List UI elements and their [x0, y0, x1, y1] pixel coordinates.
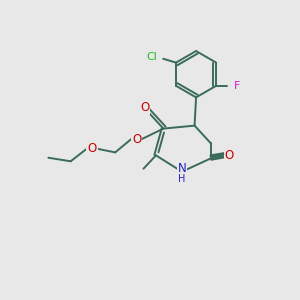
Text: O: O — [225, 149, 234, 162]
Text: F: F — [233, 81, 240, 91]
Text: O: O — [140, 101, 149, 114]
Text: H: H — [178, 174, 186, 184]
Text: Cl: Cl — [146, 52, 157, 62]
Text: O: O — [87, 142, 97, 155]
Text: O: O — [132, 133, 141, 146]
Text: N: N — [178, 162, 186, 175]
